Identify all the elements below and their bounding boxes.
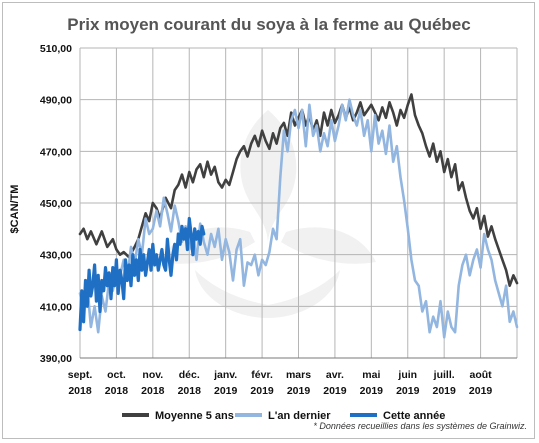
x-tick-label-year: 2018 [105,385,129,397]
y-tick-label: 490,00 [40,95,72,107]
x-tick-label-year: 2018 [178,385,202,397]
chart-title: Prix moyen courant du soya à la ferme au… [67,15,470,34]
x-tick-label-month: janv. [213,369,237,381]
x-tick-label-year: 2019 [432,385,456,397]
x-tick-label-month: juin [397,369,417,381]
x-tick-label-month: mai [362,369,380,381]
y-axis-label: $CAN/TM [9,185,21,234]
y-tick-label: 510,00 [40,43,72,55]
y-tick-label: 390,00 [40,353,72,365]
x-tick-label-month: déc. [179,369,200,381]
legend-label-2: Cette année [383,410,445,422]
x-tick-label-year: 2019 [250,385,274,397]
series-line-1 [78,98,519,339]
y-axis-ticks: 390,00 410,00 430,00 450,00 470,00 490,00 510,… [40,43,72,365]
y-tick-label: 430,00 [40,250,72,262]
x-tick-label-month: oct. [107,369,126,381]
x-axis-ticks: sept. 2018 oct. 2018 nov. 2018 déc. 2018 janv. 20… [68,369,493,397]
y-tick-label: 410,00 [40,301,72,313]
x-tick-label-year: 2019 [360,385,384,397]
x-tick-label-month: sept. [68,369,93,381]
series-line-2 [78,216,206,332]
x-tick-label-year: 2019 [323,385,347,397]
y-tick-label: 470,00 [40,146,72,158]
grid [79,47,518,359]
legend: Moyenne 5 ans L'an dernier Cette année [122,410,445,422]
x-tick-label-year: 2018 [68,385,92,397]
x-tick-label-year: 2019 [214,385,238,397]
legend-label-1: L'an dernier [268,410,331,422]
source-note: * Données recueillies dans les systèmes … [313,421,527,431]
x-tick-label-month: mars [286,369,311,381]
x-tick-label-year: 2019 [287,385,311,397]
x-tick-label-month: avr. [326,369,344,381]
x-tick-label-year: 2019 [396,385,420,397]
x-tick-label-year: 2018 [141,385,165,397]
y-tick-label: 450,00 [40,198,72,210]
x-tick-label-year: 2019 [469,385,493,397]
x-tick-label-month: févr. [251,369,273,381]
legend-label-0: Moyenne 5 ans [155,410,234,422]
x-tick-label-month: nov. [142,369,163,381]
series-lines [78,93,519,339]
x-tick-label-month: août [469,369,492,381]
leaf-watermark-icon [160,110,376,318]
x-tick-label-month: juill. [433,369,455,381]
